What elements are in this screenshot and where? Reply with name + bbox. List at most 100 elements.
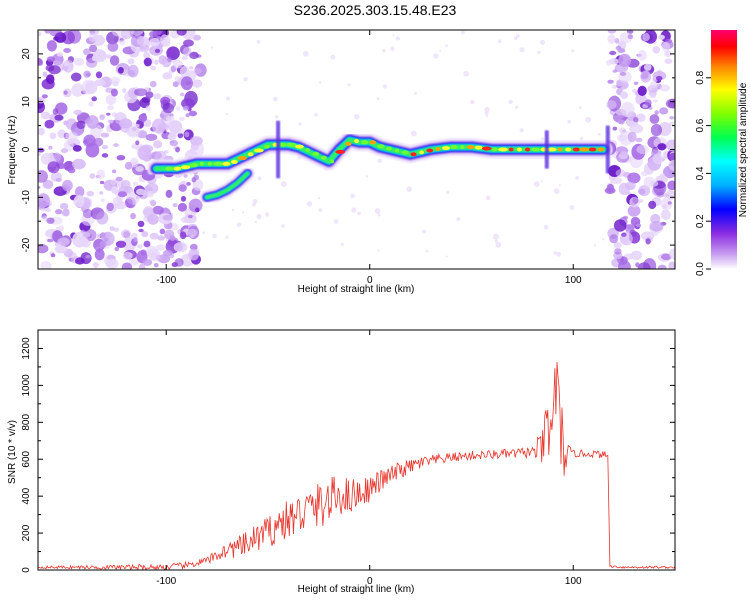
noise-blob xyxy=(186,182,191,186)
y-tick-label: 1200 xyxy=(21,337,32,360)
noise-blob xyxy=(657,264,667,269)
noise-blob xyxy=(88,101,94,107)
noise-speckle xyxy=(410,130,417,137)
y-tick-label: 0 xyxy=(21,146,32,152)
noise-speckle xyxy=(392,34,395,37)
y-tick-label: 200 xyxy=(21,524,32,541)
noise-blob xyxy=(50,253,56,258)
y-tick-label: -10 xyxy=(21,190,32,205)
noise-blob xyxy=(136,35,149,47)
noise-blob xyxy=(38,31,42,37)
noise-speckle xyxy=(519,128,524,133)
noise-blob xyxy=(614,248,622,255)
noise-speckle xyxy=(254,220,257,224)
noise-speckle xyxy=(585,116,592,123)
ridge-spike xyxy=(605,125,610,174)
noise-blob xyxy=(63,62,69,67)
noise-blob xyxy=(158,55,167,65)
noise-blob xyxy=(619,151,628,160)
noise-speckle xyxy=(306,201,313,207)
noise-blob xyxy=(189,66,194,70)
y-tick-label: 0 xyxy=(21,567,32,573)
noise-blob xyxy=(109,55,120,66)
ridge-hotspot xyxy=(377,144,385,149)
noise-blob xyxy=(45,74,55,84)
noise-blob xyxy=(120,30,133,39)
noise-speckle xyxy=(543,224,549,230)
noise-speckle xyxy=(302,50,309,57)
noise-blob xyxy=(618,53,632,67)
noise-blob xyxy=(625,228,631,233)
ridge-hotspot xyxy=(213,161,224,166)
noise-blob xyxy=(149,37,161,47)
noise-speckle xyxy=(377,158,383,164)
noise-speckle xyxy=(257,176,262,181)
noise-speckle xyxy=(318,208,323,213)
noise-speckle xyxy=(265,212,270,217)
noise-blob xyxy=(636,144,649,155)
noise-speckle xyxy=(519,47,525,53)
noise-blob xyxy=(109,226,115,231)
noise-blob xyxy=(630,250,643,261)
noise-blob xyxy=(165,189,173,198)
noise-speckle xyxy=(377,213,381,217)
noise-blob xyxy=(93,49,107,63)
noise-speckle xyxy=(497,39,502,44)
ridge-hotspot xyxy=(361,140,369,145)
noise-blob xyxy=(115,176,123,182)
ridge-hotspot xyxy=(466,145,475,150)
noise-speckle xyxy=(578,106,582,109)
noise-blob xyxy=(112,169,117,174)
snr-y-label: SNR (10 * v/v) xyxy=(7,420,18,484)
ridge-hotspot xyxy=(597,147,605,152)
noise-blob xyxy=(649,81,660,89)
noise-speckle xyxy=(567,119,571,124)
noise-blob xyxy=(613,241,622,249)
noise-blob xyxy=(187,228,198,237)
noise-blob xyxy=(112,81,119,87)
noise-speckle xyxy=(256,40,261,44)
noise-blob xyxy=(143,206,154,219)
noise-blob xyxy=(95,71,103,79)
noise-blob xyxy=(38,170,48,183)
noise-blob xyxy=(99,191,104,195)
noise-blob xyxy=(143,240,151,248)
noise-speckle xyxy=(252,198,258,204)
noise-blob xyxy=(59,202,69,210)
noise-blob xyxy=(107,105,115,111)
noise-blob xyxy=(114,246,120,252)
noise-blob xyxy=(38,244,49,254)
noise-speckle xyxy=(495,242,502,248)
noise-blob xyxy=(644,99,652,107)
noise-blob xyxy=(638,188,646,195)
noise-speckle xyxy=(553,251,557,255)
noise-blob xyxy=(130,212,136,220)
noise-blob xyxy=(151,118,166,134)
noise-blob xyxy=(121,229,131,239)
noise-blob xyxy=(106,202,114,212)
noise-speckle xyxy=(390,46,395,51)
noise-blob xyxy=(76,120,86,130)
noise-speckle xyxy=(333,219,339,224)
noise-blob xyxy=(107,41,119,52)
noise-blob xyxy=(54,245,68,254)
noise-speckle xyxy=(569,205,575,210)
noise-speckle xyxy=(374,208,381,214)
ridge-hotspot xyxy=(516,147,522,152)
ridge-hotspot xyxy=(579,147,590,152)
ridge-hotspot xyxy=(524,147,531,152)
noise-speckle xyxy=(445,44,448,47)
noise-speckle xyxy=(571,49,575,53)
ridge-hotspot xyxy=(588,147,597,152)
noise-blob xyxy=(633,81,639,86)
noise-blob xyxy=(127,64,139,78)
noise-blob xyxy=(669,116,675,120)
noise-blob xyxy=(115,240,127,248)
noise-blob xyxy=(661,41,671,52)
noise-blob xyxy=(658,34,665,40)
noise-blob xyxy=(135,188,146,196)
noise-blob xyxy=(124,198,133,207)
noise-blob xyxy=(85,142,100,158)
noise-blob xyxy=(99,114,105,121)
noise-blob xyxy=(65,131,79,141)
